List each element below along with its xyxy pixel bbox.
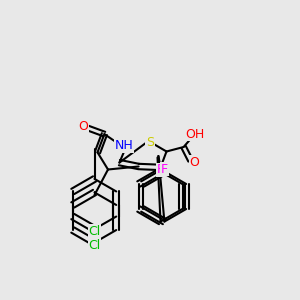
Text: F: F [157,164,164,176]
Text: S: S [146,136,154,149]
Text: F: F [161,163,168,176]
Text: Cl: Cl [88,225,101,238]
Text: NH: NH [115,139,134,152]
Text: Cl: Cl [88,239,101,252]
Text: OH: OH [185,128,205,141]
Text: O: O [79,119,88,133]
Text: O: O [189,155,199,169]
